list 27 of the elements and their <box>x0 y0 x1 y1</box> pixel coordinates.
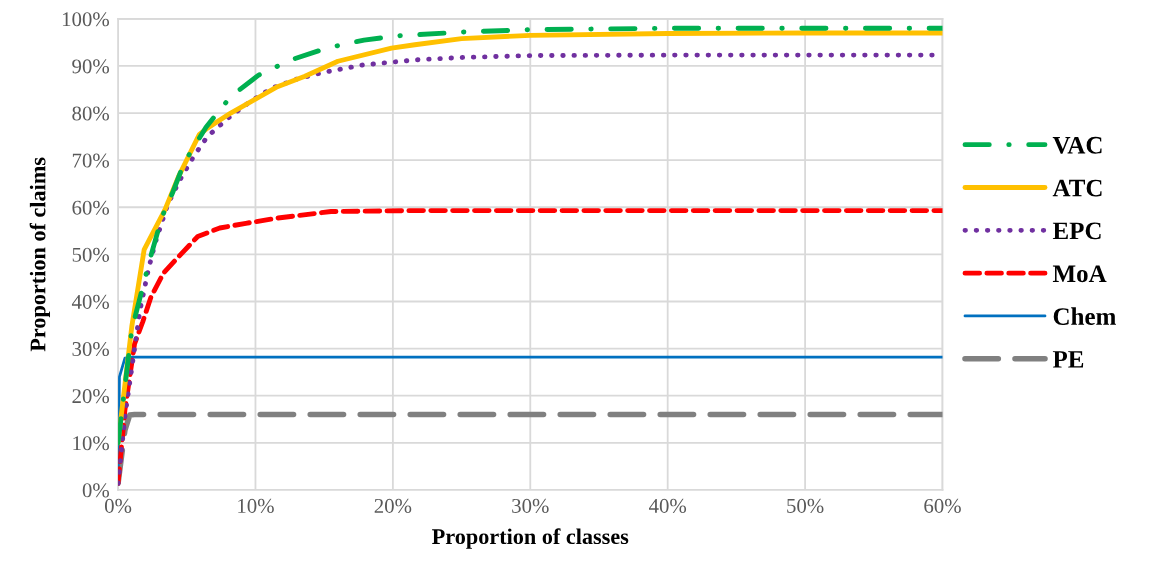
y-tick-label: 100% <box>62 12 110 27</box>
y-tick-label: 40% <box>71 294 110 309</box>
x-tick-label: 30% <box>512 498 549 513</box>
y-tick-label: 10% <box>73 436 110 451</box>
legend-label: VAC <box>1052 136 1102 154</box>
x-axis-title: Proportion of classes <box>432 528 629 549</box>
line-series <box>118 208 943 486</box>
y-tick-label: 70% <box>72 153 110 168</box>
y-tick-label: 30% <box>72 341 110 357</box>
legend-label: Chem <box>1053 307 1116 325</box>
x-tick-label: 20% <box>374 498 412 513</box>
x-tick-label: 60% <box>924 498 961 513</box>
x-tick-label: 40% <box>649 498 687 513</box>
x-tick-label: 0% <box>104 498 132 513</box>
legend-label: PE <box>1052 351 1084 368</box>
legend-label: ATC <box>1052 179 1102 197</box>
legend-label: MoA <box>1052 265 1107 283</box>
y-tick-label: 60% <box>72 200 110 215</box>
legend-label: EPC <box>1052 222 1101 240</box>
y-axis-title: Proportion of claims <box>29 157 51 352</box>
y-tick-label: 90% <box>72 59 110 74</box>
x-tick-label: 50% <box>787 498 824 513</box>
y-tick-label: 20% <box>72 389 110 404</box>
y-tick-label: 80% <box>72 106 110 121</box>
x-tick-label: 10% <box>238 498 274 513</box>
y-tick-label: 50% <box>72 247 110 262</box>
y-tick-label: 0% <box>82 483 110 498</box>
